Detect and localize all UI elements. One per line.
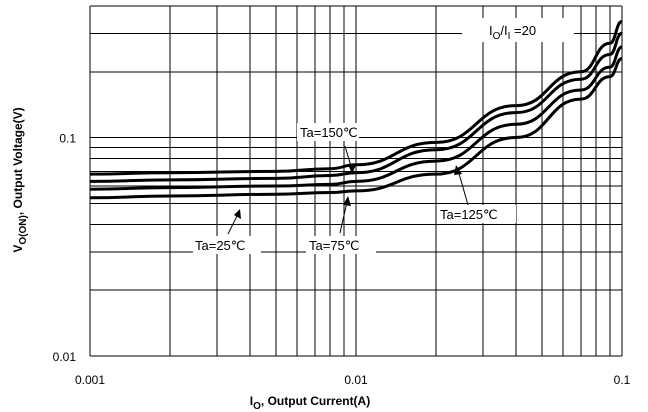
data-curves	[89, 19, 623, 200]
series-line-1	[89, 31, 623, 183]
annotation-ta25: Ta=25℃	[195, 238, 245, 253]
x-axis-title: IO, Output Current(A)	[250, 394, 370, 412]
condition-label: IO/II =20	[489, 23, 536, 42]
annotation-ta75: Ta=75℃	[309, 238, 359, 253]
grid	[89, 5, 623, 357]
annotation-ta125: Ta=125℃	[440, 207, 498, 222]
series-line-0	[89, 19, 623, 176]
tick-labels: 0.001 0.01 0.1 0.01 0.1	[53, 132, 631, 387]
x-tick-label: 0.001	[75, 373, 105, 387]
annotation-ta150: Ta=150℃	[300, 125, 358, 140]
y-axis-title: VO(ON), Output Voltage(V)	[11, 107, 29, 252]
series-line-3	[89, 57, 623, 200]
x-tick-label: 0.1	[614, 373, 631, 387]
series-annotations: Ta=150℃ Ta=125℃ Ta=75℃ Ta=25℃	[193, 123, 516, 254]
y-tick-label: 0.1	[59, 132, 76, 146]
y-tick-label: 0.01	[53, 350, 77, 364]
condition-label-bg	[462, 18, 574, 42]
series-line-2	[89, 45, 623, 191]
x-tick-label: 0.01	[344, 373, 368, 387]
